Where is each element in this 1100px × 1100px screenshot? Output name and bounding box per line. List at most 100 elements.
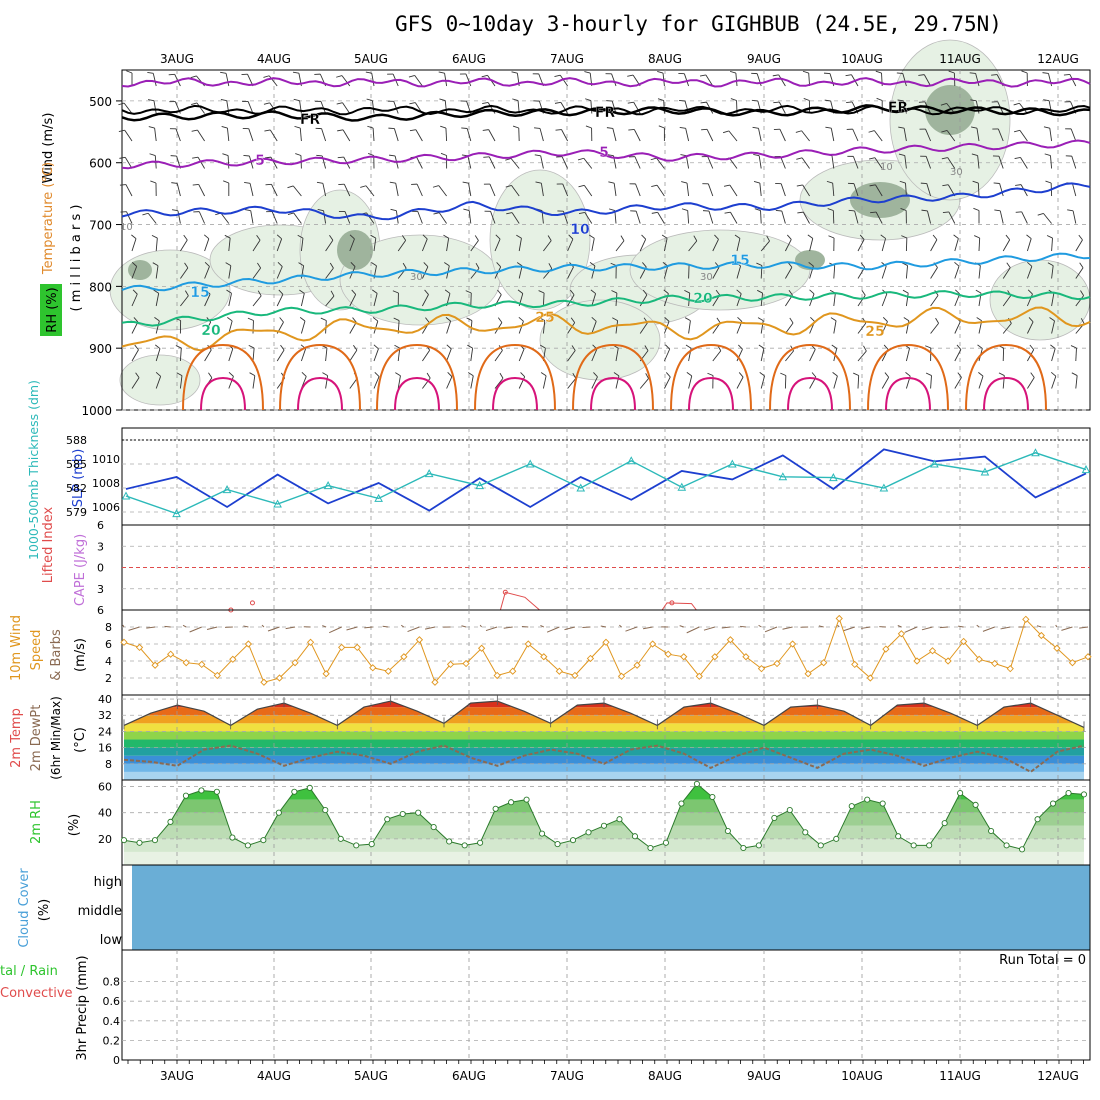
wind-barb bbox=[325, 295, 335, 307]
upper-air-panel: 500 600 700 800 900 1000 10 10 30 30 30 FR FR FR 5 5 10 1… bbox=[81, 39, 1091, 418]
wind-barb bbox=[228, 238, 231, 252]
wind-barb-flag bbox=[685, 344, 692, 349]
wind10-barb bbox=[267, 626, 280, 632]
p4-speed-label: Speed bbox=[29, 630, 44, 671]
p5-tick: 24 bbox=[98, 725, 112, 738]
wind-barb bbox=[444, 73, 448, 87]
rh-point bbox=[136, 839, 143, 846]
rh2m-panel: 20 40 60 bbox=[98, 779, 1091, 866]
wind-barb bbox=[780, 156, 786, 169]
wind-barb-flag bbox=[280, 344, 285, 351]
wind-barb bbox=[905, 183, 907, 197]
wind-barb bbox=[1072, 183, 1077, 197]
wind-barb bbox=[875, 184, 883, 197]
wind-barb-flag bbox=[730, 98, 737, 101]
wind-barb bbox=[778, 74, 786, 87]
wind-barb bbox=[393, 101, 399, 114]
p5-dew-label: 2m DewPt bbox=[29, 705, 44, 772]
wind-barb bbox=[758, 128, 762, 142]
temp-band bbox=[124, 739, 1084, 748]
p1-ytick: 700 bbox=[89, 219, 112, 233]
wind-barb-flag bbox=[788, 289, 793, 296]
wind-barb bbox=[930, 375, 932, 389]
wind-barb bbox=[926, 183, 932, 197]
wind-barb bbox=[225, 73, 230, 87]
wind-barb-flag bbox=[409, 129, 416, 132]
wind10-point bbox=[913, 657, 921, 665]
p8-tick: 0.4 bbox=[103, 1015, 121, 1028]
wind-barb-flag bbox=[650, 157, 657, 161]
wind10-point bbox=[213, 671, 221, 680]
wind-barb-flag bbox=[584, 71, 591, 74]
cloud-level-label: low bbox=[100, 933, 123, 948]
wind-barb bbox=[997, 128, 1004, 142]
wind-barb-flag bbox=[991, 74, 998, 76]
wind-barb bbox=[801, 157, 810, 169]
p3-tick: 3 bbox=[97, 583, 104, 596]
wind-barb-flag bbox=[613, 372, 620, 377]
wind-barb-flag bbox=[171, 182, 178, 184]
p5-tick: 32 bbox=[98, 709, 112, 722]
wind-barb-flag bbox=[392, 290, 399, 294]
wind-barb-flag bbox=[861, 290, 866, 296]
date-label-bottom: 5AUG bbox=[354, 1069, 388, 1083]
wind-barb-flag bbox=[715, 289, 721, 296]
wind-barb-flag bbox=[848, 209, 855, 212]
p4-barbs-label: & Barbs bbox=[49, 629, 64, 681]
wind-barb bbox=[341, 75, 351, 87]
wind-barb bbox=[422, 377, 431, 389]
wind10-barb bbox=[600, 625, 607, 628]
thickness-point bbox=[829, 473, 838, 482]
wind10-barb bbox=[243, 625, 249, 628]
wind10-barb bbox=[503, 626, 513, 629]
wind-barb bbox=[736, 376, 744, 389]
wind-barb-flag bbox=[925, 345, 931, 349]
wind-barb bbox=[685, 155, 690, 169]
wind-barb-flag bbox=[828, 235, 835, 239]
thickness-point bbox=[576, 483, 586, 492]
rh-shading bbox=[119, 354, 201, 406]
wind-barb-flag bbox=[810, 317, 815, 322]
wind-barb-flag bbox=[808, 262, 814, 267]
wind-barb-flag bbox=[389, 181, 396, 184]
isotherm-35-dome bbox=[297, 376, 343, 411]
wind-barb-flag bbox=[482, 102, 489, 105]
wind-barb bbox=[445, 127, 448, 142]
wind-barb-flag bbox=[192, 156, 199, 159]
p4-labels: 10m Wind Speed & Barbs (m/s) bbox=[9, 615, 88, 681]
wind-barb-flag bbox=[1050, 344, 1056, 349]
wind-barb bbox=[1051, 320, 1055, 334]
rh-point bbox=[864, 796, 871, 803]
wind-barb bbox=[542, 320, 546, 334]
wind-barb bbox=[252, 239, 261, 252]
wind-barb bbox=[271, 184, 278, 197]
wind-barb-flag bbox=[876, 97, 883, 101]
wind-barb bbox=[559, 74, 568, 87]
precip-panel: 0 0.2 0.4 0.6 0.8 bbox=[103, 949, 1091, 1067]
contour-label: 25 bbox=[865, 324, 884, 340]
wind-barb bbox=[902, 73, 907, 87]
wind-barb-flag bbox=[585, 98, 592, 101]
wind-barb bbox=[639, 378, 649, 389]
wind-barb bbox=[511, 212, 520, 224]
wind-barb bbox=[371, 100, 375, 114]
wind-barb-flag bbox=[495, 234, 501, 240]
wind-barb-flag bbox=[757, 289, 763, 294]
wind-barb-flag bbox=[796, 157, 803, 160]
wind10-point bbox=[135, 643, 144, 652]
wind-barb-flag bbox=[190, 75, 197, 79]
wind-barb bbox=[857, 375, 860, 389]
wind-barb bbox=[276, 238, 283, 252]
wind-barb bbox=[1051, 293, 1055, 307]
wind-barb-flag bbox=[954, 289, 960, 295]
wind-barb-flag bbox=[751, 99, 758, 102]
wind-barb bbox=[252, 267, 262, 279]
wind-barb bbox=[276, 294, 284, 307]
wind-barb bbox=[954, 293, 961, 307]
wind-barb bbox=[155, 238, 158, 252]
wind10-barb bbox=[206, 626, 218, 630]
wind-barb-flag bbox=[932, 234, 938, 240]
wind-barb-flag bbox=[900, 208, 907, 211]
wind-barb-flag bbox=[374, 372, 380, 377]
rh-shading-dark bbox=[850, 182, 910, 218]
